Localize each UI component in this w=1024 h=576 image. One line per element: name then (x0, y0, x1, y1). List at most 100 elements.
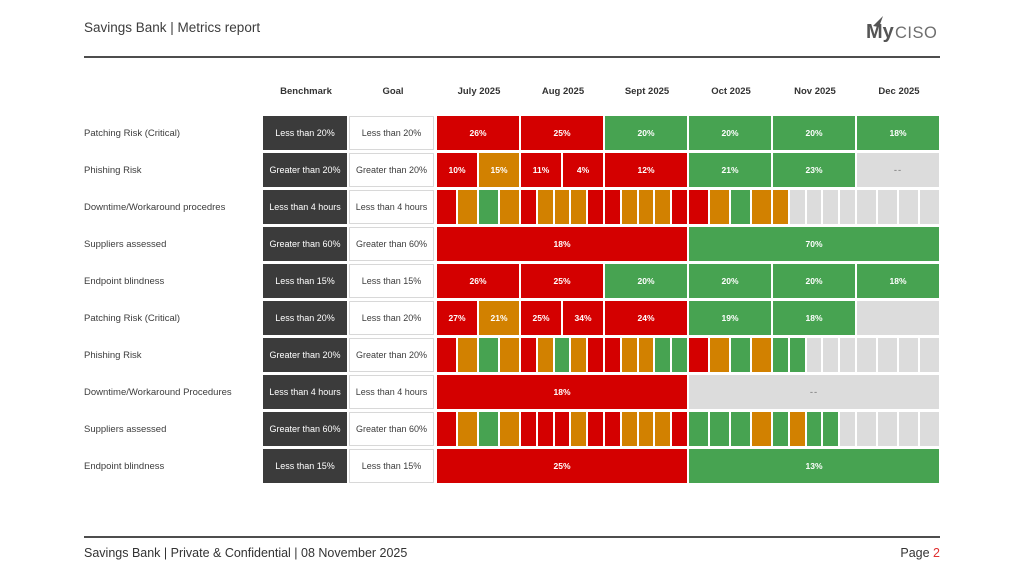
metric-cell (437, 338, 456, 372)
column-header-oct: Oct 2025 (711, 85, 751, 97)
goal-badge: Greater than 60% (349, 412, 434, 446)
metric-cell: 70% (689, 227, 939, 261)
metric-cell (437, 190, 456, 224)
metric-cell (554, 338, 570, 372)
metric-cell (500, 190, 519, 224)
month-block: 20% (773, 264, 855, 298)
month-block (857, 190, 939, 224)
metric-cell (521, 338, 536, 372)
row-label: Suppliers assessed (84, 423, 167, 435)
metric-cell: 11% (521, 153, 561, 187)
month-block (605, 338, 687, 372)
table-row: Suppliers assessed Greater than 60% Greate… (84, 412, 941, 446)
benchmark-badge: Less than 4 hours (263, 190, 347, 224)
metric-cell (840, 412, 855, 446)
metric-cell (823, 190, 839, 224)
metric-cell (857, 412, 876, 446)
metric-cell (731, 190, 750, 224)
table-row: Phishing Risk Greater than 20% Greater tha… (84, 153, 941, 187)
metric-cell (823, 412, 839, 446)
month-block (689, 338, 771, 372)
metric-cell (773, 338, 788, 372)
metric-cell: 18% (437, 227, 687, 261)
month-block (521, 190, 603, 224)
goal-badge: Less than 15% (349, 449, 434, 483)
column-header-benchmark: Benchmark (280, 85, 332, 97)
month-cells: 26% 25% 20% 20% 20% 18% (437, 116, 941, 150)
table-row: Patching Risk (Critical) Less than 20% Les… (84, 116, 941, 150)
metric-cell (638, 190, 654, 224)
metric-cell (789, 338, 805, 372)
metric-cell (806, 412, 822, 446)
month-block: 21% (689, 153, 771, 187)
metric-cell (731, 412, 750, 446)
metric-cell (588, 338, 603, 372)
metric-cell: 24% (605, 301, 687, 335)
benchmark-badge: Less than 20% (263, 116, 347, 150)
metric-cell: 15% (479, 153, 519, 187)
metric-cell: 21% (689, 153, 771, 187)
month-block (773, 190, 855, 224)
month-cells: 27% 21% 25% 34% 24% 19% 18% (437, 301, 941, 335)
month-cells: 25% 13% (437, 449, 941, 483)
benchmark-badge: Greater than 20% (263, 153, 347, 187)
month-block (689, 190, 771, 224)
metric-cell (672, 412, 687, 446)
row-label: Patching Risk (Critical) (84, 312, 181, 324)
table-row: Downtime/Workaround procedres Less than 4… (84, 190, 941, 224)
metric-cell (806, 190, 822, 224)
month-block: 25% (521, 264, 603, 298)
month-block: 25% (521, 116, 603, 150)
metric-cell (479, 412, 498, 446)
month-cells: 18% -- (437, 375, 941, 409)
metric-cell (752, 338, 771, 372)
metric-cell (458, 412, 477, 446)
month-block: 19% (689, 301, 771, 335)
metric-cell (823, 338, 839, 372)
metric-cell: 23% (773, 153, 855, 187)
metric-cell: 25% (521, 116, 603, 150)
month-block (605, 412, 687, 446)
metric-cell (710, 338, 729, 372)
metric-cell: 18% (773, 301, 855, 335)
metric-cell (789, 412, 805, 446)
metric-cell (672, 190, 687, 224)
goal-badge: Less than 20% (349, 116, 434, 150)
table-row: Patching Risk (Critical) Less than 20% Les… (84, 301, 941, 335)
month-cells: 26% 25% 20% 20% 20% 18% (437, 264, 941, 298)
metric-cell (537, 190, 553, 224)
metric-cell (458, 338, 477, 372)
table-row: Endpoint blindness Less than 15% Less than… (84, 449, 941, 483)
metric-cell (878, 412, 897, 446)
goal-badge: Less than 15% (349, 264, 434, 298)
month-block: 20% (605, 116, 687, 150)
metric-cell (500, 338, 519, 372)
metric-cell: 19% (689, 301, 771, 335)
metric-cell (773, 412, 788, 446)
month-block: 70% (689, 227, 939, 261)
myciso-logo: My CISO (866, 16, 946, 46)
metric-cell (554, 412, 570, 446)
month-block: 18% (437, 375, 687, 409)
metric-cell (537, 338, 553, 372)
logo-bold-text: My (866, 21, 895, 43)
metric-cell (479, 190, 498, 224)
benchmark-badge: Greater than 20% (263, 338, 347, 372)
metric-cell (689, 190, 708, 224)
month-block (773, 338, 855, 372)
month-block: 11% 4% (521, 153, 603, 187)
metric-cell (857, 338, 876, 372)
metric-cell (920, 338, 939, 372)
benchmark-badge: Less than 15% (263, 449, 347, 483)
goal-badge: Greater than 20% (349, 338, 434, 372)
metric-cell (689, 412, 708, 446)
metric-cell: 13% (689, 449, 939, 483)
metric-cell (655, 338, 671, 372)
month-block (857, 338, 939, 372)
metric-cell (571, 338, 587, 372)
goal-badge: Less than 4 hours (349, 375, 434, 409)
metric-cell (621, 338, 637, 372)
metric-cell (899, 412, 918, 446)
month-block: 20% (689, 264, 771, 298)
